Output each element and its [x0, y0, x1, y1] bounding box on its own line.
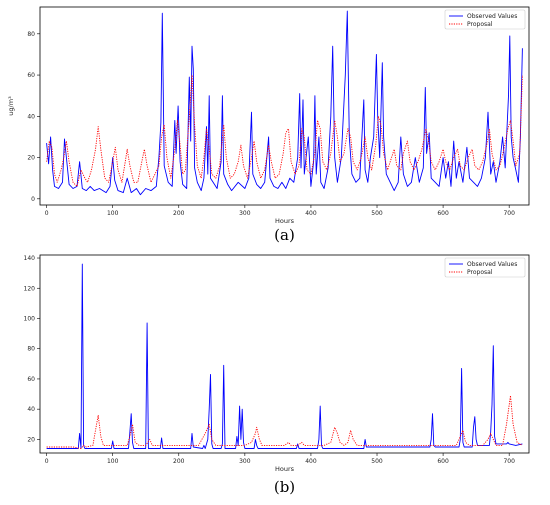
- subfigure-label: (b): [274, 478, 295, 496]
- y-tick-label: 140: [24, 255, 36, 262]
- y-tick-label: 60: [27, 376, 35, 383]
- y-tick-label: 40: [27, 113, 35, 120]
- legend-label: Proposal: [467, 269, 493, 276]
- y-tick-label: 80: [27, 346, 35, 353]
- x-tick-label: 200: [173, 210, 185, 217]
- legend-box: [444, 257, 526, 278]
- y-tick-label: 60: [27, 72, 35, 79]
- y-tick-label: 20: [27, 155, 35, 162]
- x-tick-label: 300: [239, 458, 251, 465]
- x-axis-label: Hours: [275, 217, 295, 225]
- subfigure-label: (a): [274, 226, 295, 244]
- series-line-observed-values: [46, 263, 523, 449]
- series-line-observed-values: [46, 10, 523, 196]
- legend-label: Proposal: [467, 21, 493, 28]
- x-tick-label: 200: [173, 458, 185, 465]
- plot-frame: [39, 254, 530, 454]
- x-tick-label: 600: [437, 458, 449, 465]
- x-tick-label: 400: [305, 210, 317, 217]
- x-tick-label: 700: [503, 458, 515, 465]
- x-axis-label: Hours: [275, 465, 295, 473]
- y-tick-label: 20: [27, 436, 35, 443]
- y-tick-label: 0: [31, 196, 35, 203]
- x-tick-label: 400: [305, 458, 317, 465]
- x-tick-label: 100: [107, 458, 119, 465]
- series-line-proposal: [46, 74, 523, 187]
- x-tick-label: 700: [503, 210, 515, 217]
- legend-label: Observed Values: [467, 261, 517, 268]
- legend-box: [444, 9, 526, 30]
- plot-frame: [39, 6, 530, 206]
- y-tick-label: 100: [24, 315, 36, 322]
- y-tick-label: 120: [24, 285, 36, 292]
- x-tick-label: 600: [437, 210, 449, 217]
- x-tick-label: 500: [371, 210, 383, 217]
- x-tick-label: 500: [371, 458, 383, 465]
- legend-label: Observed Values: [467, 13, 517, 20]
- y-tick-label: 80: [27, 31, 35, 38]
- x-tick-label: 0: [45, 458, 49, 465]
- x-tick-label: 300: [239, 210, 251, 217]
- chart-panel-a: 0 100 200 300 400 500 600 700 0 20 40 60 80 Hours ug/m…: [7, 6, 530, 244]
- x-tick-label: 0: [45, 210, 49, 217]
- y-tick-label: 40: [27, 406, 35, 413]
- chart-panel-b: 0 100 200 300 400 500 600 700 20 40 60 80 100 120 140 H…: [24, 254, 530, 496]
- x-tick-label: 100: [107, 210, 119, 217]
- y-axis-label: ug/m³: [7, 96, 15, 116]
- series-line-proposal: [46, 395, 523, 449]
